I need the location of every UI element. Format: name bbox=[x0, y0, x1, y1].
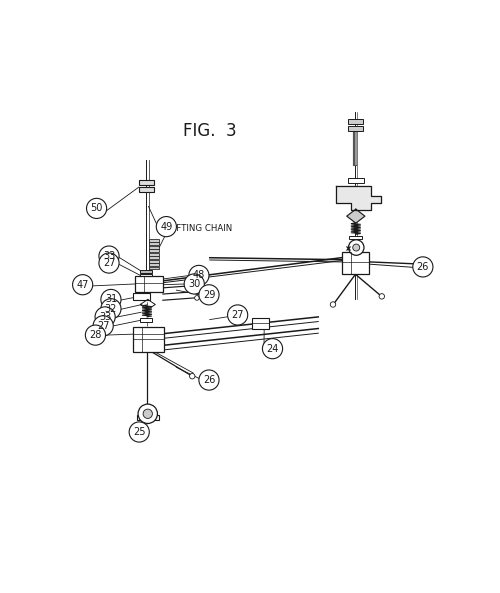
Circle shape bbox=[93, 315, 114, 336]
Circle shape bbox=[348, 240, 364, 256]
Text: 31: 31 bbox=[105, 295, 117, 304]
Bar bbox=[150, 256, 160, 259]
Circle shape bbox=[138, 404, 158, 423]
Text: 28: 28 bbox=[89, 330, 102, 340]
Circle shape bbox=[95, 307, 115, 327]
Bar bbox=[252, 317, 269, 329]
Bar bbox=[150, 263, 160, 266]
Circle shape bbox=[99, 253, 119, 273]
Circle shape bbox=[156, 216, 176, 237]
Text: 49: 49 bbox=[160, 222, 172, 232]
Bar bbox=[140, 275, 152, 278]
Circle shape bbox=[194, 289, 200, 294]
Text: 24: 24 bbox=[266, 344, 278, 353]
Text: FIG.  3: FIG. 3 bbox=[183, 122, 236, 140]
Polygon shape bbox=[336, 186, 382, 211]
Text: 29: 29 bbox=[203, 290, 215, 300]
Circle shape bbox=[72, 275, 92, 295]
Bar bbox=[150, 246, 160, 249]
Circle shape bbox=[143, 409, 152, 419]
Bar bbox=[150, 253, 160, 256]
Circle shape bbox=[194, 283, 200, 288]
Circle shape bbox=[352, 244, 360, 251]
Bar bbox=[150, 243, 160, 246]
Bar bbox=[139, 187, 154, 192]
Bar bbox=[349, 235, 362, 239]
Text: 47: 47 bbox=[76, 280, 89, 290]
Circle shape bbox=[228, 305, 248, 325]
Bar bbox=[138, 415, 158, 420]
Text: LIFTING CHAIN: LIFTING CHAIN bbox=[169, 224, 232, 234]
Bar bbox=[348, 119, 363, 125]
Circle shape bbox=[199, 285, 219, 305]
Bar bbox=[135, 276, 163, 292]
Text: 27: 27 bbox=[232, 310, 244, 320]
Circle shape bbox=[199, 370, 219, 390]
Text: 27: 27 bbox=[97, 321, 110, 331]
Bar bbox=[150, 260, 160, 263]
Polygon shape bbox=[347, 209, 365, 223]
Bar bbox=[133, 294, 150, 300]
Circle shape bbox=[99, 246, 119, 266]
Text: 25: 25 bbox=[133, 427, 145, 437]
Bar bbox=[140, 270, 152, 273]
Text: 50: 50 bbox=[90, 203, 103, 213]
Text: 48: 48 bbox=[193, 270, 205, 280]
Circle shape bbox=[86, 198, 106, 218]
Circle shape bbox=[101, 299, 121, 319]
Text: 32: 32 bbox=[105, 304, 117, 314]
Circle shape bbox=[184, 274, 204, 294]
Text: 26: 26 bbox=[203, 375, 215, 385]
Bar bbox=[140, 318, 152, 321]
Bar bbox=[348, 126, 363, 131]
Bar bbox=[150, 239, 160, 242]
Circle shape bbox=[86, 325, 105, 345]
Bar bbox=[134, 327, 164, 352]
Bar bbox=[150, 249, 160, 252]
Text: 33: 33 bbox=[103, 251, 115, 261]
Text: 27: 27 bbox=[103, 258, 115, 268]
Bar bbox=[348, 178, 364, 183]
Text: 26: 26 bbox=[416, 262, 429, 272]
Circle shape bbox=[189, 265, 209, 285]
Circle shape bbox=[379, 294, 384, 299]
Circle shape bbox=[129, 422, 150, 442]
Bar bbox=[342, 252, 369, 275]
Text: 33: 33 bbox=[99, 312, 111, 322]
Circle shape bbox=[101, 289, 121, 310]
Bar bbox=[150, 267, 160, 269]
Text: 30: 30 bbox=[188, 279, 200, 289]
Circle shape bbox=[413, 257, 433, 277]
Circle shape bbox=[190, 374, 195, 379]
Bar bbox=[139, 180, 154, 185]
Circle shape bbox=[194, 295, 200, 300]
Circle shape bbox=[262, 339, 282, 359]
Circle shape bbox=[422, 263, 428, 269]
Circle shape bbox=[330, 302, 336, 307]
